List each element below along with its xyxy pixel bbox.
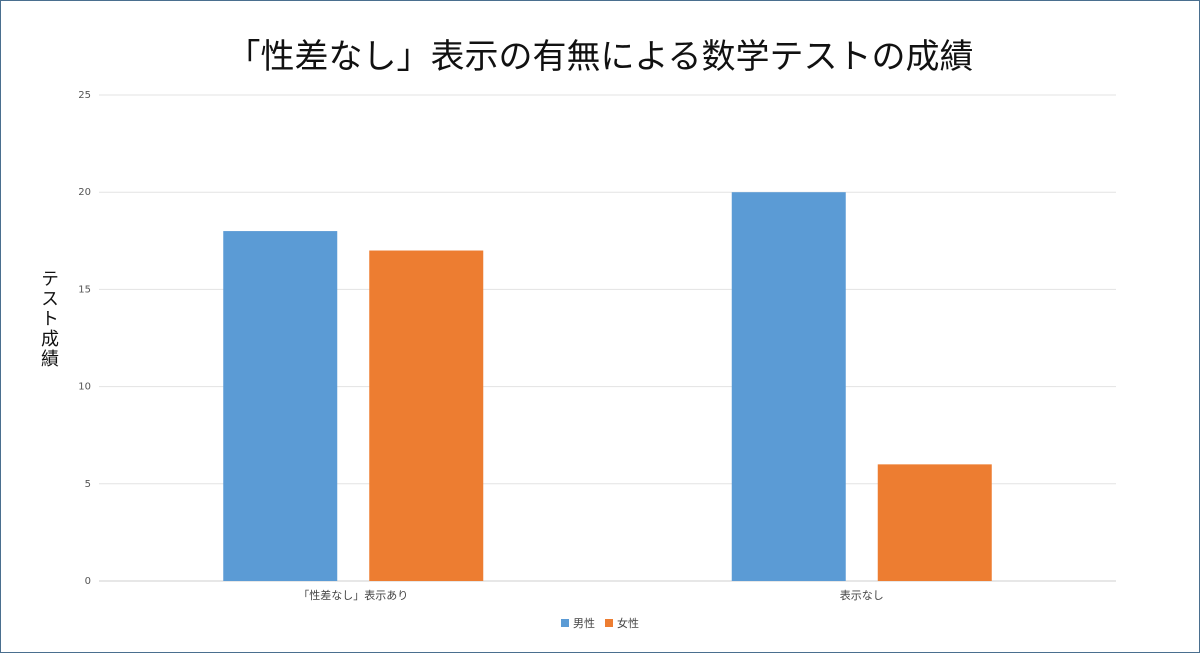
- y-tick-label: 5: [85, 479, 91, 490]
- y-tick-label: 25: [78, 90, 91, 101]
- x-tick-label: 表示なし: [840, 588, 884, 602]
- legend: 男性 女性: [1, 615, 1199, 631]
- legend-swatch: [605, 619, 613, 627]
- y-tick-label: 15: [78, 284, 91, 295]
- chart-title: 「性差なし」表示の有無による数学テストの成績: [226, 37, 974, 77]
- y-tick-labels: 0 5 10 15 20 25: [78, 90, 91, 587]
- legend-label: 女性: [617, 617, 639, 630]
- category-labels: 「性差なし」表示あり 表示なし: [298, 588, 884, 602]
- y-tick-label: 10: [78, 382, 91, 393]
- x-tick-label: 「性差なし」表示あり: [298, 588, 408, 602]
- bar: [877, 464, 992, 581]
- legend-swatch: [561, 619, 569, 627]
- y-axis-label: テスト成績: [38, 269, 59, 369]
- y-tick-label: 0: [85, 576, 91, 587]
- legend-item: 男性: [561, 615, 595, 631]
- bar: [731, 192, 846, 581]
- y-tick-label: 20: [78, 187, 91, 198]
- legend-item: 女性: [605, 615, 639, 631]
- bar: [369, 250, 484, 581]
- legend-label: 男性: [573, 617, 595, 630]
- bar: [223, 231, 338, 581]
- bars: [223, 192, 992, 581]
